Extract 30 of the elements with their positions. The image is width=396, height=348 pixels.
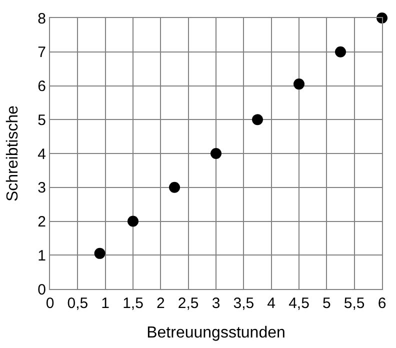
y-tick-label: 2 — [38, 214, 46, 230]
y-tick-label: 1 — [38, 247, 46, 264]
y-tick-label: 8 — [38, 10, 46, 28]
point — [94, 248, 106, 259]
x-tick-label: 2 — [156, 295, 165, 312]
y-tick-label: 3 — [38, 180, 46, 197]
point — [128, 216, 138, 227]
y-tick-label: 4 — [38, 146, 46, 163]
y-tick-label: 6 — [38, 78, 46, 95]
x-tick-label: 0,5 — [67, 295, 88, 312]
y-tick-label: 7 — [38, 44, 46, 62]
y-axis-title: Schreibtische — [4, 105, 22, 202]
x-tick-label: 3,5 — [233, 295, 254, 312]
point — [210, 148, 222, 159]
x-tick-label: 5,5 — [344, 295, 365, 312]
point — [294, 78, 304, 90]
x-tick-label: 4 — [267, 295, 276, 312]
x-tick-label: 1,5 — [122, 295, 144, 312]
x-tick-label: 4,5 — [288, 295, 310, 312]
x-tick-label: 3 — [212, 295, 220, 312]
x-axis-title: Betreuungsstunden — [146, 324, 286, 342]
x-tick-label: 2,5 — [178, 295, 199, 312]
point — [335, 46, 346, 58]
point — [169, 182, 180, 193]
x-tick-label: 5 — [322, 295, 331, 312]
y-tick-label: 5 — [38, 112, 46, 129]
x-tick-label: 1 — [101, 295, 110, 312]
y-tick-label: 0 — [38, 281, 46, 298]
point — [252, 114, 263, 126]
x-tick-label: 6 — [378, 295, 386, 312]
